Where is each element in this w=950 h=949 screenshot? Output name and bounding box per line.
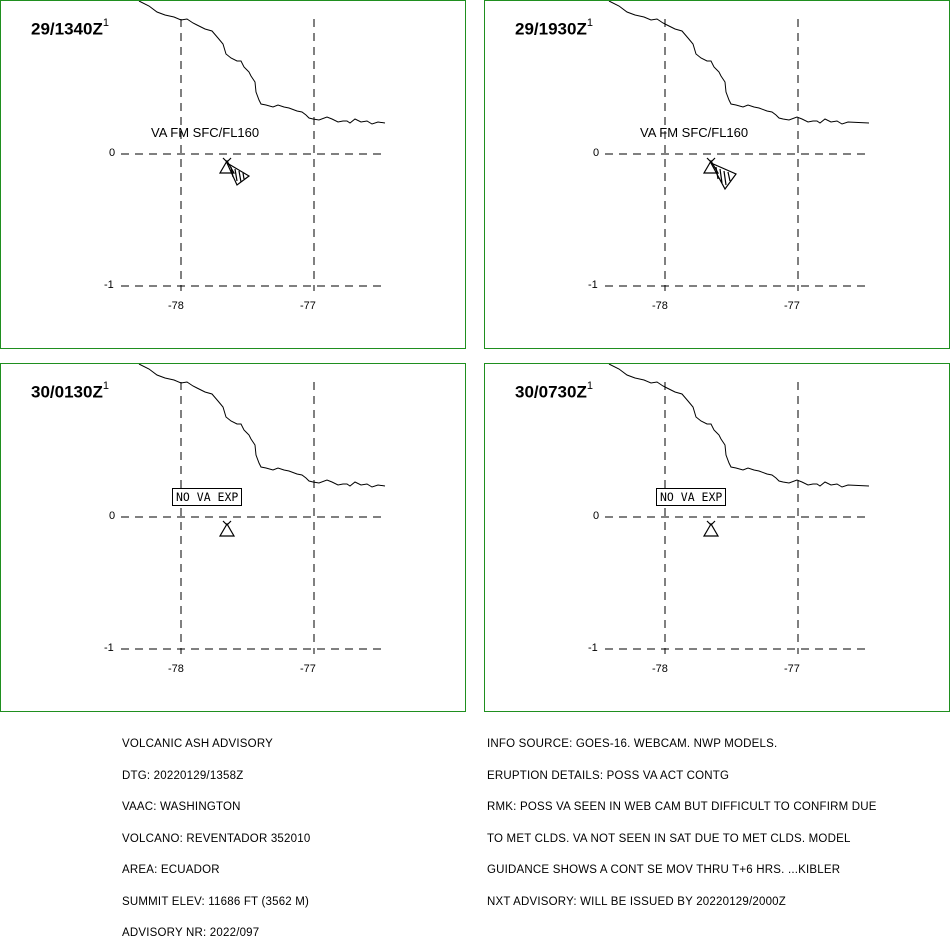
lat-label-minus1: -1 bbox=[588, 642, 598, 654]
advisory-details-text: INFO SOURCE: GOES-16. WEBCAM. NWP MODELS… bbox=[487, 718, 877, 918]
grid-lines bbox=[605, 382, 870, 654]
advisory-line: ADVISORY NR: 2022/097 bbox=[122, 927, 260, 939]
advisory-line: ERUPTION DETAILS: POSS VA ACT CONTG bbox=[487, 769, 730, 782]
forecast-panel-1: 29/1340Z1 VA FM SFC/FL160 0 -1 -78 -77 bbox=[0, 0, 466, 349]
panel-valid-time: 30/0730Z1 bbox=[515, 380, 593, 402]
advisory-header-text: VOLCANIC ASH ADVISORY DTG: 20220129/1358… bbox=[122, 718, 310, 949]
advisory-line: VAAC: WASHINGTON bbox=[122, 801, 241, 813]
advisory-line: NXT ADVISORY: WILL BE ISSUED BY 20220129… bbox=[487, 895, 786, 908]
volcano-marker bbox=[218, 520, 236, 537]
advisory-line: INFO SOURCE: GOES-16. WEBCAM. NWP MODELS… bbox=[487, 738, 778, 750]
no-va-expected-box: NO VA EXP bbox=[656, 488, 727, 506]
advisory-line: SUMMIT ELEV: 11686 FT (3562 M) bbox=[122, 895, 310, 908]
lon-label-77: -77 bbox=[300, 663, 316, 675]
ash-cloud-polygon bbox=[709, 161, 737, 191]
map-graphics bbox=[605, 364, 870, 654]
panel-valid-time: 29/1930Z1 bbox=[515, 17, 593, 39]
map-graphics bbox=[121, 1, 386, 291]
lat-label-0: 0 bbox=[593, 147, 600, 159]
volcano-marker bbox=[702, 520, 720, 537]
advisory-line: TO MET CLDS. VA NOT SEEN IN SAT DUE TO M… bbox=[487, 832, 851, 845]
advisory-line: DTG: 20220129/1358Z bbox=[122, 769, 244, 782]
lon-label-78: -78 bbox=[652, 663, 668, 675]
grid-lines bbox=[121, 19, 386, 291]
coastline bbox=[608, 1, 870, 125]
ash-level-label: VA FM SFC/FL160 bbox=[151, 125, 260, 140]
advisory-line: AREA: ECUADOR bbox=[122, 864, 220, 876]
advisory-line: VOLCANIC ASH ADVISORY bbox=[122, 738, 273, 750]
lon-label-78: -78 bbox=[168, 300, 184, 312]
grid-lines bbox=[605, 19, 870, 291]
coastline bbox=[138, 1, 386, 125]
panel-valid-time: 29/1340Z1 bbox=[31, 17, 109, 39]
advisory-line: VOLCANO: REVENTADOR 352010 bbox=[122, 832, 311, 845]
ash-level-label: VA FM SFC/FL160 bbox=[640, 125, 749, 140]
advisory-line: GUIDANCE SHOWS A CONT SE MOV THRU T+6 HR… bbox=[487, 864, 841, 876]
lon-label-78: -78 bbox=[168, 663, 184, 675]
forecast-panel-2: 29/1930Z1 VA FM SFC/FL160 0 -1 -78 -77 bbox=[484, 0, 950, 349]
ash-cloud-polygon bbox=[225, 161, 251, 186]
coastline bbox=[608, 364, 870, 488]
map-graphics bbox=[605, 1, 870, 291]
grid-lines bbox=[121, 382, 386, 654]
lat-label-minus1: -1 bbox=[104, 642, 114, 654]
coastline bbox=[138, 364, 386, 488]
lon-label-78: -78 bbox=[652, 300, 668, 312]
lon-label-77: -77 bbox=[784, 300, 800, 312]
forecast-panel-3: 30/0130Z1 NO VA EXP 0 -1 -78 -77 bbox=[0, 363, 466, 712]
lat-label-0: 0 bbox=[109, 510, 116, 522]
volcano-marker bbox=[218, 157, 236, 174]
panel-valid-time: 30/0130Z1 bbox=[31, 380, 109, 402]
lat-label-0: 0 bbox=[109, 147, 116, 159]
lat-label-minus1: -1 bbox=[588, 279, 598, 291]
no-va-expected-box: NO VA EXP bbox=[172, 488, 243, 506]
lon-label-77: -77 bbox=[300, 300, 316, 312]
lon-label-77: -77 bbox=[784, 663, 800, 675]
forecast-panel-4: 30/0730Z1 NO VA EXP 0 -1 -78 -77 bbox=[484, 363, 950, 712]
map-graphics bbox=[121, 364, 386, 654]
advisory-line: RMK: POSS VA SEEN IN WEB CAM BUT DIFFICU… bbox=[487, 801, 877, 813]
lat-label-0: 0 bbox=[593, 510, 600, 522]
lat-label-minus1: -1 bbox=[104, 279, 114, 291]
volcano-marker bbox=[702, 157, 720, 174]
